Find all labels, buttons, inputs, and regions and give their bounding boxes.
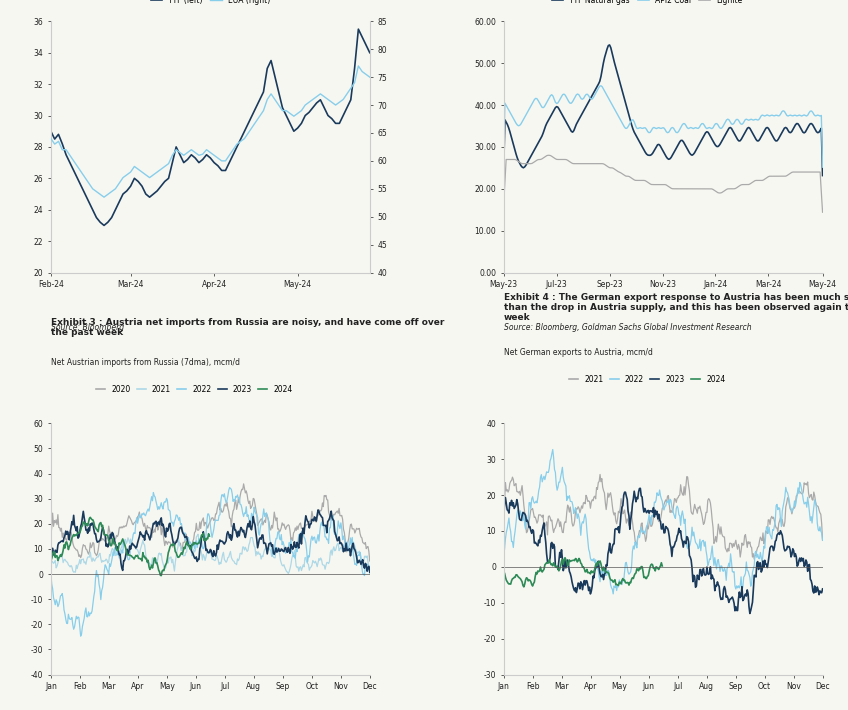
Text: Net Austrian imports from Russia (7dma), mcm/d: Net Austrian imports from Russia (7dma),…	[51, 358, 240, 367]
Text: Source: Bloomberg: Source: Bloomberg	[51, 323, 124, 332]
Text: Source: Bloomberg, Goldman Sachs Global Investment Research: Source: Bloomberg, Goldman Sachs Global …	[504, 323, 751, 332]
Text: Net German exports to Austria, mcm/d: Net German exports to Austria, mcm/d	[504, 348, 653, 357]
Legend: 2020, 2021, 2022, 2023, 2024: 2020, 2021, 2022, 2023, 2024	[93, 382, 296, 397]
Legend: TTF (left), EUA (right): TTF (left), EUA (right)	[148, 0, 273, 8]
Legend: TTF Natural gas, API2 Coal, Lignite: TTF Natural gas, API2 Coal, Lignite	[549, 0, 745, 8]
Text: Exhibit 4 : The German export response to Austria has been much smaller
than the: Exhibit 4 : The German export response t…	[504, 293, 848, 322]
Text: Exhibit 3 : Austria net imports from Russia are noisy, and have come off over
th: Exhibit 3 : Austria net imports from Rus…	[51, 318, 444, 337]
Legend: 2021, 2022, 2023, 2024: 2021, 2022, 2023, 2024	[566, 372, 728, 387]
